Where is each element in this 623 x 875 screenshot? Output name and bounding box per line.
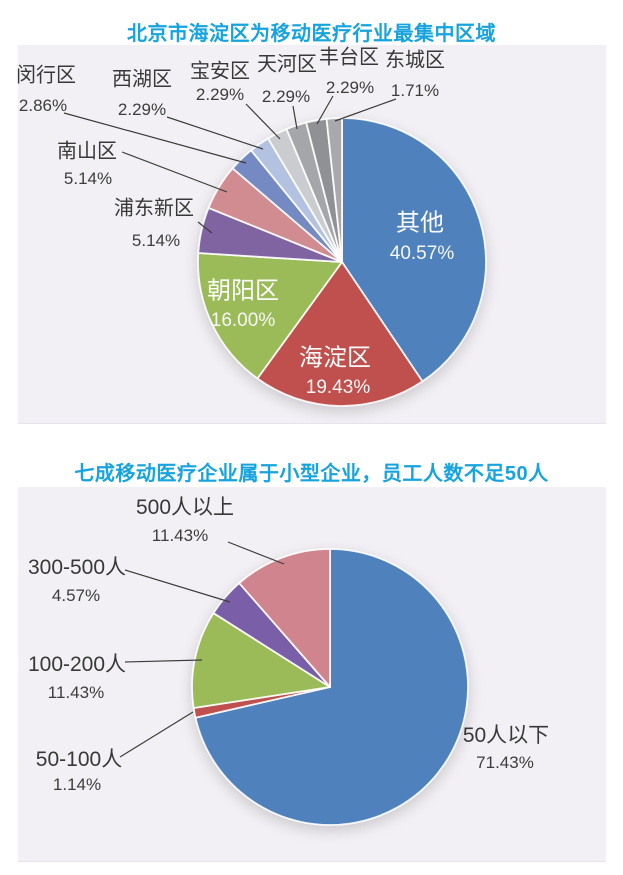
slice-pct-label: 5.14% [131,231,181,251]
slice-name-label: 50人以下 [462,723,550,747]
chart-2-title: 七成移动医疗企业属于小型企业，员工人数不足50人 [74,463,549,485]
slice-name-label: 丰台区 [319,46,379,69]
slice-pct-label: 11.43% [151,526,209,546]
slice-pct-label: 16.00% [210,310,276,332]
leader-line [227,541,285,565]
pie-slice-0-0 [341,117,487,383]
slice-name-label: 闵行区 [16,64,76,87]
pie-slice-0-1 [256,261,424,407]
leader-line [119,711,194,758]
pie-chart-svg [119,541,469,826]
slice-pct-label: 19.43% [305,377,371,399]
slice-pct-label: 4.57% [51,586,101,606]
chart-1-title: 北京市海淀区为移动医疗行业最集中区域 [127,23,496,45]
slice-name-label: 南山区 [57,140,117,163]
chart-1-panel: 其他 40.57% 海淀区 19.43% 朝阳区 16.00% 浦东新区 5.14% 南山区 5.… [16,45,606,424]
slice-pct-label: 2.29% [261,87,311,107]
leader-line [124,659,203,663]
slice-name-label: 500人以上 [135,495,235,519]
pie-slice-1-4 [238,548,331,688]
pie-slice-1-2 [191,612,331,709]
slice-name-label: 其他 [396,209,444,237]
slice-pct-label: 2.29% [195,85,245,105]
slice-pct-label: 11.43% [47,683,105,703]
slice-pct-label: 5.14% [63,169,113,189]
leader-line [197,221,213,234]
slice-pct-label: 2.86% [18,96,68,116]
slice-pct-label: 71.43% [476,753,534,773]
slice-pct-label: 2.29% [325,78,375,98]
chart-2-panel: 50人以下 71.43% 50-100人 1.14% 100-200人 11.43% 300… [18,487,606,862]
slice-name-label: 100-200人 [27,652,127,676]
slice-pct-label: 1.71% [390,81,440,101]
slice-name-label: 天河区 [257,53,317,76]
leader-line [334,98,397,122]
leader-line [292,105,298,130]
leader-line [124,569,231,603]
slice-name-label: 朝阳区 [207,277,279,305]
leader-line [245,103,281,140]
leader-line [316,95,334,125]
slice-name-label: 浦东新区 [114,197,194,220]
slice-name-label: 300-500人 [27,555,127,579]
slice-pct-label: 2.29% [117,100,167,120]
leader-line [166,116,264,150]
pie-slice-0-2 [197,252,343,380]
pie-slice-1-0 [194,548,469,826]
pie-chart-svg [63,95,487,407]
leader-line [63,112,247,164]
slice-name-label: 西湖区 [112,68,172,91]
slice-pct-label: 40.57% [389,243,455,265]
slice-name-label: 海淀区 [299,344,371,372]
slice-pct-label: 1.14% [52,775,102,795]
slice-name-label: 东城区 [385,49,445,72]
leader-line [121,151,228,193]
slice-name-label: 宝安区 [190,60,250,83]
slice-name-label: 50-100人 [35,747,123,771]
